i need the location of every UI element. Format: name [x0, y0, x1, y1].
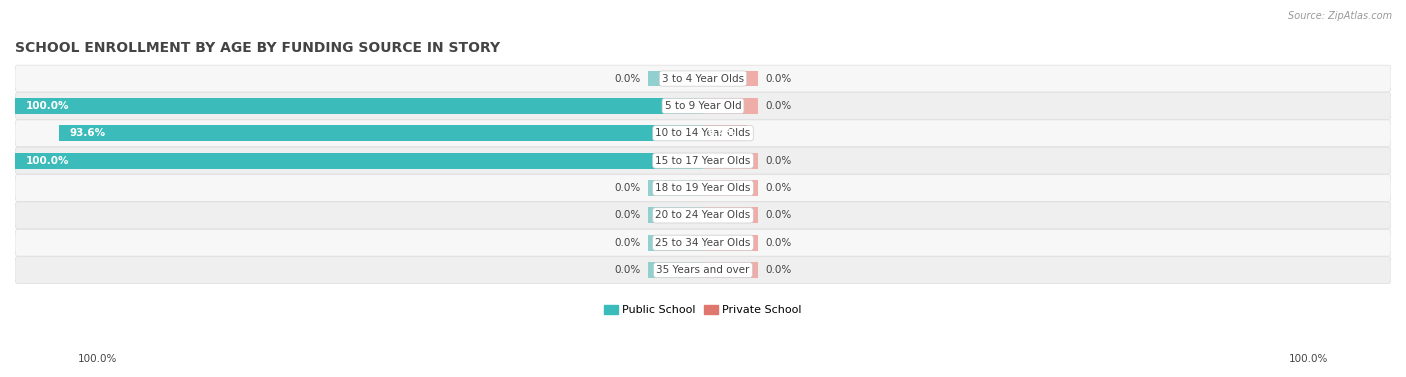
- Text: 0.0%: 0.0%: [765, 210, 792, 221]
- Legend: Public School, Private School: Public School, Private School: [600, 300, 806, 319]
- Text: 100.0%: 100.0%: [77, 354, 117, 364]
- Text: 20 to 24 Year Olds: 20 to 24 Year Olds: [655, 210, 751, 221]
- Bar: [15, 98, 703, 114]
- Text: 35 Years and over: 35 Years and over: [657, 265, 749, 275]
- Text: 0.0%: 0.0%: [765, 101, 792, 111]
- Text: 10 to 14 Year Olds: 10 to 14 Year Olds: [655, 128, 751, 138]
- Text: 0.0%: 0.0%: [614, 74, 641, 84]
- Text: SCHOOL ENROLLMENT BY AGE BY FUNDING SOURCE IN STORY: SCHOOL ENROLLMENT BY AGE BY FUNDING SOUR…: [15, 41, 501, 55]
- FancyBboxPatch shape: [15, 147, 1391, 174]
- Bar: [703, 70, 758, 86]
- FancyBboxPatch shape: [15, 65, 1391, 92]
- Bar: [703, 262, 758, 278]
- Text: 100.0%: 100.0%: [25, 101, 69, 111]
- FancyBboxPatch shape: [15, 257, 1391, 284]
- Bar: [648, 207, 703, 223]
- Text: 100.0%: 100.0%: [25, 156, 69, 166]
- Text: 0.0%: 0.0%: [614, 183, 641, 193]
- Bar: [648, 180, 703, 196]
- FancyBboxPatch shape: [15, 120, 1391, 147]
- Text: 0.0%: 0.0%: [765, 238, 792, 248]
- Text: 0.0%: 0.0%: [614, 238, 641, 248]
- Bar: [703, 125, 747, 141]
- Text: 5 to 9 Year Old: 5 to 9 Year Old: [665, 101, 741, 111]
- Text: 0.0%: 0.0%: [614, 210, 641, 221]
- Text: 100.0%: 100.0%: [1289, 354, 1329, 364]
- Text: 3 to 4 Year Olds: 3 to 4 Year Olds: [662, 74, 744, 84]
- FancyBboxPatch shape: [15, 229, 1391, 256]
- Bar: [59, 125, 703, 141]
- Bar: [703, 98, 758, 114]
- Text: 0.0%: 0.0%: [614, 265, 641, 275]
- Bar: [15, 153, 703, 169]
- Text: 6.4%: 6.4%: [707, 128, 737, 138]
- Text: 15 to 17 Year Olds: 15 to 17 Year Olds: [655, 156, 751, 166]
- FancyBboxPatch shape: [15, 92, 1391, 120]
- Text: 18 to 19 Year Olds: 18 to 19 Year Olds: [655, 183, 751, 193]
- Text: 93.6%: 93.6%: [69, 128, 105, 138]
- Bar: [648, 235, 703, 251]
- Text: Source: ZipAtlas.com: Source: ZipAtlas.com: [1288, 11, 1392, 21]
- Text: 0.0%: 0.0%: [765, 74, 792, 84]
- Text: 0.0%: 0.0%: [765, 156, 792, 166]
- Bar: [703, 207, 758, 223]
- Bar: [648, 70, 703, 86]
- FancyBboxPatch shape: [15, 202, 1391, 229]
- Text: 0.0%: 0.0%: [765, 183, 792, 193]
- Bar: [703, 235, 758, 251]
- Text: 0.0%: 0.0%: [765, 265, 792, 275]
- Text: 25 to 34 Year Olds: 25 to 34 Year Olds: [655, 238, 751, 248]
- Bar: [703, 180, 758, 196]
- FancyBboxPatch shape: [15, 175, 1391, 201]
- Bar: [703, 153, 758, 169]
- Bar: [648, 262, 703, 278]
